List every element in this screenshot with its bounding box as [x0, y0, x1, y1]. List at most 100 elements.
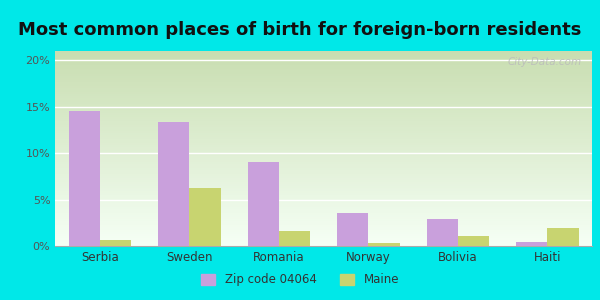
- Bar: [55, 180, 592, 182]
- Bar: [55, 203, 592, 205]
- Bar: [55, 188, 592, 190]
- Bar: [55, 64, 592, 67]
- Bar: [516, 242, 547, 246]
- Bar: [55, 154, 592, 156]
- Legend: Zip code 04064, Maine: Zip code 04064, Maine: [196, 269, 404, 291]
- Bar: [55, 236, 592, 238]
- Bar: [55, 70, 592, 72]
- Bar: [55, 184, 592, 185]
- Bar: [55, 158, 592, 160]
- Bar: [55, 139, 592, 141]
- Bar: [55, 61, 592, 63]
- Bar: [55, 226, 592, 229]
- Bar: [55, 94, 592, 96]
- Bar: [55, 135, 592, 137]
- Bar: [55, 152, 592, 154]
- Bar: [55, 67, 592, 68]
- Bar: [55, 148, 592, 150]
- Bar: [55, 96, 592, 98]
- Bar: [55, 172, 592, 174]
- Bar: [55, 166, 592, 168]
- Bar: [55, 199, 592, 201]
- Bar: [55, 205, 592, 207]
- Bar: [55, 229, 592, 230]
- Bar: [55, 129, 592, 131]
- Bar: [427, 219, 458, 246]
- Bar: [158, 122, 190, 246]
- Text: City-Data.com: City-Data.com: [508, 57, 581, 67]
- Bar: [55, 178, 592, 180]
- Bar: [55, 53, 592, 55]
- Bar: [55, 84, 592, 86]
- Bar: [55, 55, 592, 57]
- Bar: [55, 213, 592, 215]
- Bar: [55, 133, 592, 135]
- Bar: [55, 98, 592, 100]
- Bar: [55, 92, 592, 94]
- Bar: [55, 217, 592, 219]
- Bar: [55, 232, 592, 234]
- Bar: [55, 162, 592, 164]
- Bar: [55, 76, 592, 78]
- Bar: [55, 119, 592, 121]
- Bar: [55, 117, 592, 119]
- Bar: [55, 127, 592, 129]
- Bar: [55, 111, 592, 113]
- Bar: [55, 131, 592, 133]
- Bar: [55, 238, 592, 240]
- Bar: [55, 209, 592, 211]
- Bar: [55, 146, 592, 148]
- Bar: [55, 242, 592, 244]
- Bar: [55, 57, 592, 59]
- Bar: [248, 161, 279, 246]
- Bar: [55, 82, 592, 84]
- Bar: [55, 121, 592, 123]
- Bar: [55, 185, 592, 188]
- Bar: [55, 80, 592, 82]
- Bar: [55, 110, 592, 112]
- Bar: [55, 90, 592, 92]
- Bar: [55, 164, 592, 166]
- Bar: [55, 174, 592, 176]
- Text: Most common places of birth for foreign-born residents: Most common places of birth for foreign-…: [19, 21, 581, 39]
- Bar: [55, 125, 592, 127]
- Bar: [55, 201, 592, 203]
- Bar: [55, 168, 592, 170]
- Bar: [55, 230, 592, 232]
- Bar: [55, 170, 592, 172]
- Bar: [55, 156, 592, 158]
- Bar: [55, 88, 592, 90]
- Bar: [55, 219, 592, 221]
- Bar: [55, 182, 592, 184]
- Bar: [55, 176, 592, 178]
- Bar: [55, 244, 592, 246]
- Bar: [55, 115, 592, 117]
- Bar: [337, 213, 368, 246]
- Bar: [55, 195, 592, 197]
- Bar: [55, 113, 592, 115]
- Bar: [55, 51, 592, 53]
- Bar: [55, 72, 592, 74]
- Bar: [458, 236, 489, 246]
- Bar: [547, 228, 579, 246]
- Bar: [55, 142, 592, 145]
- Bar: [55, 141, 592, 142]
- Bar: [55, 240, 592, 242]
- Bar: [55, 63, 592, 64]
- Bar: [55, 197, 592, 199]
- Bar: [55, 68, 592, 70]
- Bar: [55, 223, 592, 224]
- Bar: [55, 78, 592, 80]
- Bar: [68, 111, 100, 246]
- Bar: [55, 100, 592, 102]
- Bar: [55, 102, 592, 103]
- Bar: [55, 224, 592, 226]
- Bar: [55, 145, 592, 146]
- Bar: [55, 123, 592, 125]
- Bar: [55, 106, 592, 107]
- Bar: [55, 193, 592, 195]
- Bar: [55, 150, 592, 152]
- Bar: [55, 220, 592, 223]
- Bar: [55, 107, 592, 110]
- Bar: [55, 234, 592, 236]
